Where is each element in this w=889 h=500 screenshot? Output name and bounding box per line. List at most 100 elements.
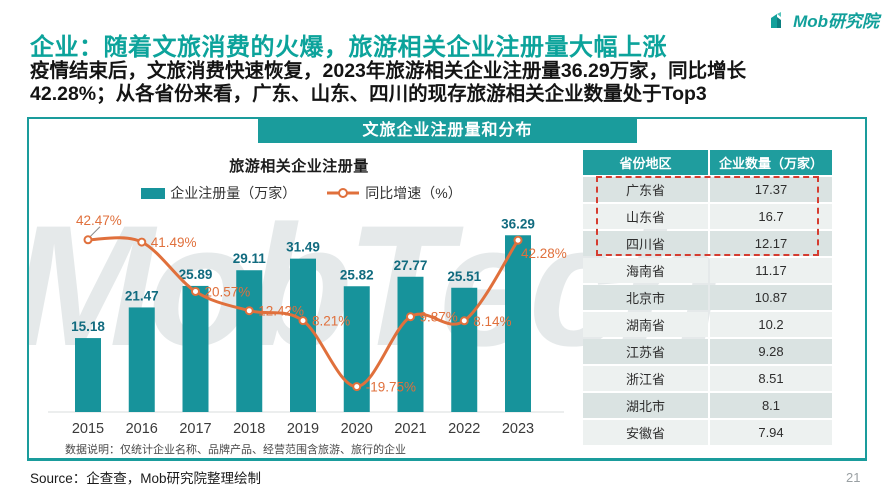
province-name: 湖南省	[583, 312, 708, 337]
table-body: 广东省 17.37 山东省 16.7 四川省 12.17 海南省 11.17 北京市 10.87 湖…	[583, 177, 832, 445]
x-tick-label: 2017	[179, 421, 211, 437]
growth-marker-2020	[352, 382, 362, 392]
legend-bar-label: 企业注册量（万家）	[170, 185, 297, 201]
x-tick-label: 2023	[502, 421, 534, 437]
page-title: 企业：随着文旅消费的火爆，旅游相关企业注册量大幅上涨	[30, 34, 667, 61]
x-tick-label: 2016	[126, 421, 158, 437]
content-card: MobTech 文旅企业注册量和分布 旅游相关企业注册量 企业注册量（万家） 同…	[27, 117, 867, 461]
table-row-海南省: 海南省 11.17	[583, 258, 832, 283]
table-row-浙江省: 浙江省 8.51	[583, 366, 832, 391]
table-row-江苏省: 江苏省 9.28	[583, 339, 832, 364]
province-count: 16.7	[710, 204, 832, 229]
growth-rate-line	[86, 236, 520, 389]
line-swatch-icon	[326, 187, 360, 199]
growth-value-label: 9.87%	[420, 310, 458, 325]
subtitle-line-1: 疫情结束后，文旅消费快速恢复，2023年旅游相关企业注册量36.29万家，同比增…	[30, 60, 747, 82]
section-banner: 文旅企业注册量和分布	[258, 119, 637, 143]
bar-value-label: 29.11	[233, 251, 267, 266]
province-table: 省份地区 企业数量（万家） 广东省 17.37 山东省 16.7 四川省 12.17 海南省…	[583, 150, 832, 445]
bar-value-label: 25.82	[340, 267, 374, 282]
bar-swatch-icon	[141, 187, 166, 199]
bar-value-label: 31.49	[286, 240, 320, 255]
province-count: 8.1	[710, 393, 832, 418]
bar-2022	[451, 287, 478, 412]
province-count: 17.37	[710, 177, 832, 202]
bar-2021	[397, 276, 424, 412]
page-subtitle: 疫情结束后，文旅消费快速恢复，2023年旅游相关企业注册量36.29万家，同比增…	[30, 60, 865, 106]
legend-line-label: 同比增速（%）	[365, 185, 462, 201]
growth-marker-2019	[298, 316, 308, 326]
growth-value-label: 42.28%	[521, 246, 567, 261]
growth-marker-2018	[244, 306, 254, 316]
growth-marker-2015	[83, 235, 93, 245]
province-count: 10.2	[710, 312, 832, 337]
province-count: 8.51	[710, 366, 832, 391]
table-row-湖南省: 湖南省 10.2	[583, 312, 832, 337]
bar-2019	[290, 258, 316, 412]
province-name: 北京市	[583, 285, 708, 310]
x-tick-label: 2020	[341, 421, 373, 437]
bar-value-label: 15.18	[71, 319, 105, 334]
province-count: 7.94	[710, 420, 832, 445]
province-name: 江苏省	[583, 339, 708, 364]
province-count: 10.87	[710, 285, 832, 310]
province-name: 湖北市	[583, 393, 708, 418]
province-count: 12.17	[710, 231, 832, 256]
province-name: 浙江省	[583, 366, 708, 391]
growth-value-label: 41.49%	[151, 235, 197, 250]
table-row-四川省: 四川省 12.17	[583, 231, 832, 256]
bar-value-label: 27.77	[394, 258, 428, 273]
mob-logo-text: Mob研究院	[793, 12, 879, 31]
x-tick-label: 2018	[233, 421, 265, 437]
subtitle-line-2: 42.28%；从各省份来看，广东、山东、四川的现存旅游相关企业数量处于Top3	[30, 83, 707, 105]
bar-value-label: 25.89	[179, 267, 213, 282]
growth-value-label: 12.42%	[258, 304, 304, 319]
table-row-湖北市: 湖北市 8.1	[583, 393, 832, 418]
growth-value-label: 8.21%	[312, 314, 350, 329]
bar-2015	[75, 338, 101, 412]
province-count: 11.17	[710, 258, 832, 283]
growth-marker-2023	[513, 235, 523, 245]
growth-value-label: -19.75%	[366, 380, 416, 395]
table-header-count: 企业数量（万家）	[710, 150, 832, 175]
bar-2017	[182, 285, 209, 412]
table-header-region: 省份地区	[583, 150, 708, 175]
x-tick-label: 2021	[394, 421, 426, 437]
province-name: 山东省	[583, 204, 708, 229]
label-leader-line	[89, 226, 101, 238]
bar-2023	[505, 235, 531, 412]
legend-item-bars: 企业注册量（万家）	[141, 183, 296, 203]
bar-value-label: 21.47	[125, 288, 159, 303]
bar-value-label: 36.29	[501, 216, 535, 231]
bar-2016	[128, 307, 155, 412]
x-tick-label: 2015	[72, 421, 104, 437]
mob-logo: Mob研究院	[768, 7, 879, 32]
province-name: 广东省	[583, 177, 708, 202]
registration-combo-chart: 15.18 2015 21.47 2016 25.89 2017 29.11 2018 31.4…	[48, 213, 567, 437]
table-row-广东省: 广东省 17.37	[583, 177, 832, 202]
source-note: Source：企查查，Mob研究院整理绘制	[30, 471, 262, 486]
mob-logo-icon	[768, 9, 789, 30]
table-row-安徽省: 安徽省 7.94	[583, 420, 832, 445]
growth-marker-2021	[406, 312, 415, 322]
data-note: 数据说明：仅统计企业名称、品牌产品、经营范围含旅游、旅行的企业	[65, 444, 406, 456]
x-tick-label: 2019	[287, 421, 319, 437]
growth-marker-2017	[191, 286, 200, 296]
growth-value-label: 20.57%	[205, 284, 251, 299]
chart-legend: 企业注册量（万家） 同比增速（%）	[29, 183, 574, 203]
growth-marker-2016	[137, 237, 147, 247]
table-header-row: 省份地区 企业数量（万家）	[583, 150, 832, 175]
table-row-北京市: 北京市 10.87	[583, 285, 832, 310]
legend-item-line: 同比增速（%）	[326, 183, 462, 203]
bar-value-label: 25.51	[447, 269, 481, 284]
province-name: 安徽省	[583, 420, 708, 445]
table-row-山东省: 山东省 16.7	[583, 204, 832, 229]
growth-marker-2022	[459, 316, 469, 326]
province-name: 海南省	[583, 258, 708, 283]
bar-2018	[236, 270, 263, 412]
growth-value-label: 8.14%	[473, 314, 511, 329]
province-count: 9.28	[710, 339, 832, 364]
chart-title: 旅游相关企业注册量	[229, 158, 369, 175]
growth-value-label: 42.47%	[76, 213, 122, 228]
